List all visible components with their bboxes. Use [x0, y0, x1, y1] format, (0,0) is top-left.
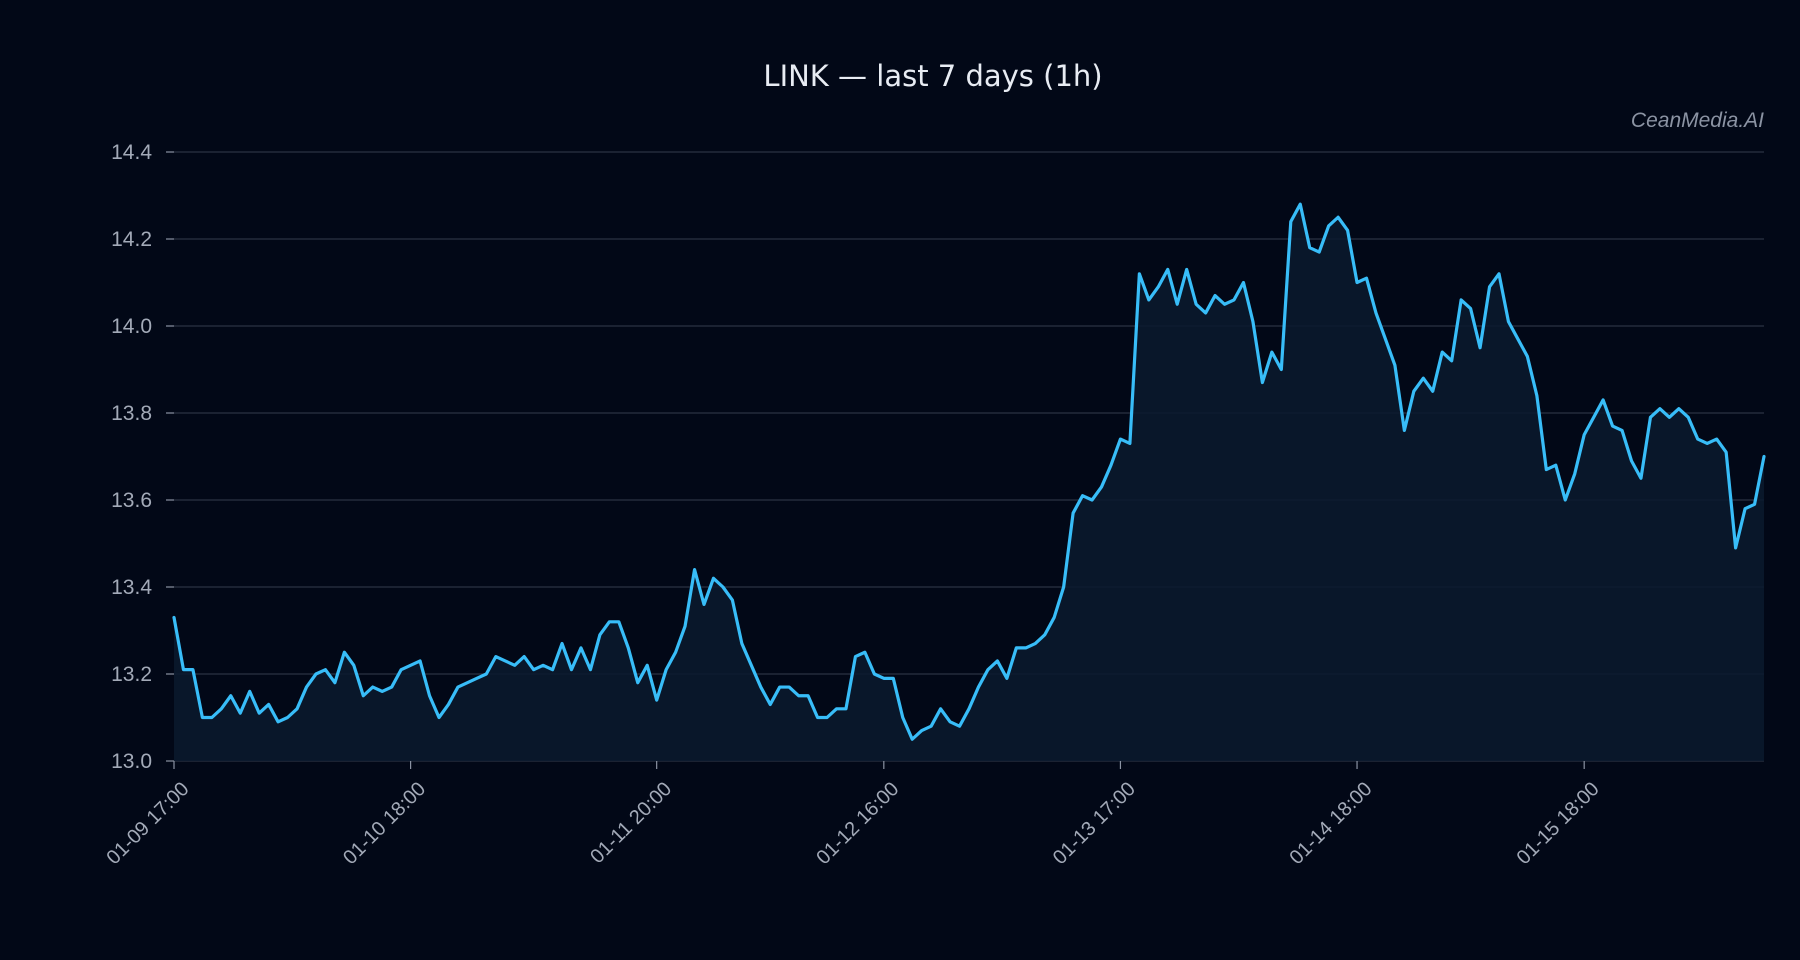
chart-title: LINK — last 7 days (1h): [763, 59, 1102, 93]
y-tick-label: 14.4: [111, 141, 152, 164]
price-area: [174, 204, 1764, 761]
y-tick-label: 13.4: [111, 576, 152, 599]
y-tick-label: 13.2: [111, 663, 152, 686]
y-axis: 13.0 13.2 13.4 13.6 13.8 14.0 14.2 14.4: [111, 141, 174, 773]
y-tick-label: 13.6: [111, 489, 152, 512]
y-tick-label: 14.0: [111, 315, 152, 338]
y-tick-label: 13.0: [111, 750, 152, 773]
y-tick-label: 13.8: [111, 402, 152, 425]
y-tick-label: 14.2: [111, 228, 152, 251]
watermark: CeanMedia.AI: [1631, 109, 1764, 132]
price-line: [172, 202, 1766, 741]
